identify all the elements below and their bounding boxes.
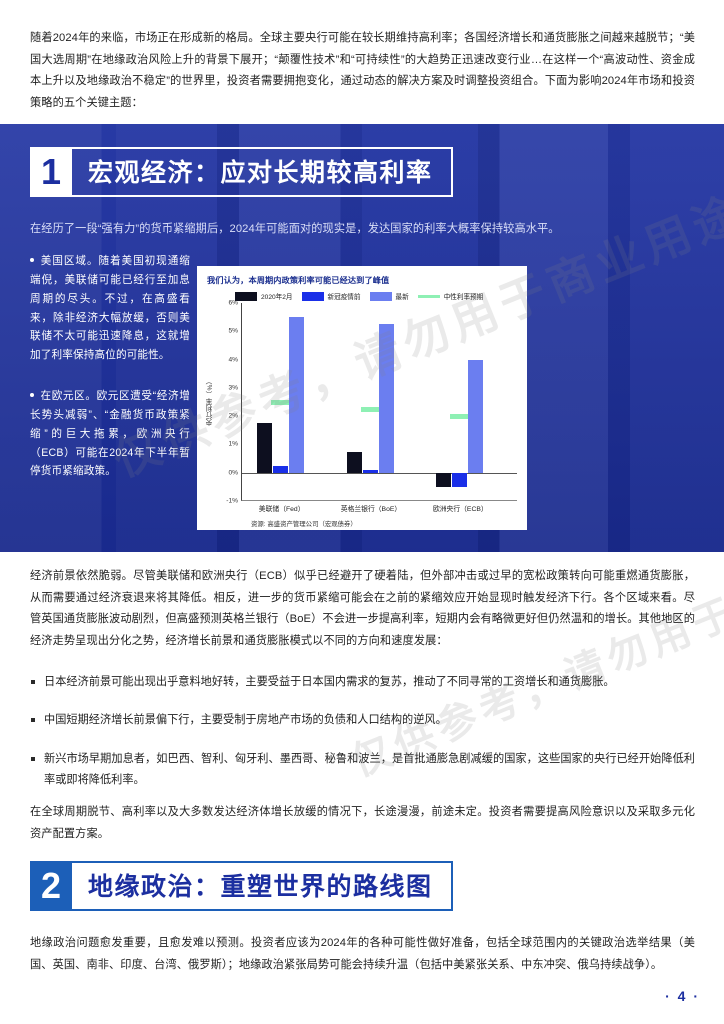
neutral-rate-marker xyxy=(271,399,290,405)
chart-title: 我们认为，本周期内政策利率可能已经达到了峰值 xyxy=(207,276,390,285)
chart-bar xyxy=(346,451,362,473)
section-1-heading: 1 宏观经济：应对长期较高利率 xyxy=(30,147,453,197)
legend-label: 2020年2月 xyxy=(261,294,293,301)
legend-item: 新冠疫情前 xyxy=(301,291,361,301)
chart-x-axis-labels: 美联储（Fed） 英格兰银行（BoE） 欧洲央行（ECB） xyxy=(241,501,517,517)
section-2-title: 地缘政治：重塑世界的路线图 xyxy=(72,861,453,911)
chart-bar xyxy=(435,472,451,487)
section-1-paragraph-2: 在全球周期脱节、高利率以及大多数发达经济体增长放缓的情况下，长途漫漫，前途未定。… xyxy=(30,806,695,840)
neutral-rate-marker xyxy=(449,413,468,419)
y-axis-tick: -1% xyxy=(226,497,238,505)
chart-bar xyxy=(362,469,378,473)
chart-bar xyxy=(451,472,467,487)
legend-swatch xyxy=(301,291,324,301)
chart-bar xyxy=(378,324,394,473)
chart-bar xyxy=(467,359,483,473)
section-1-bullet-list: 日本经济前景可能出现出乎意料地好转，主要受益于日本国内需求的复苏，推动了不同寻常… xyxy=(30,672,695,808)
legend-label: 中性利率预期 xyxy=(443,294,484,301)
legend-swatch xyxy=(369,291,392,301)
chart-bars-canvas xyxy=(241,303,517,501)
chart-y-axis: 6% 5% 4% 3% 2% 1% 0% -1% xyxy=(217,299,241,505)
section-1-paragraph-1: 经济前景依然脆弱。尽管美联储和欧洲央行（ECB）似乎已经避开了硬着陆，但外部冲击… xyxy=(30,570,695,647)
bullet-dot-icon xyxy=(30,258,34,263)
section-1-number: 1 xyxy=(30,147,72,197)
y-axis-tick: 6% xyxy=(228,299,238,307)
section-1-title: 宏观经济：应对长期较高利率 xyxy=(72,147,453,197)
x-axis-tick-label: 美联储（Fed） xyxy=(258,506,305,513)
legend-swatch xyxy=(235,291,257,301)
section-1-lead: 在经历了一段“强有力”的货币紧缩期后，2024年可能面对的现实是，发达国家的利率… xyxy=(30,223,560,235)
y-axis-tick: 0% xyxy=(228,469,238,477)
legend-item: 最新 xyxy=(369,291,409,301)
legend-item: 中性利率预期 xyxy=(417,291,484,301)
bullet-dot-icon xyxy=(30,393,34,398)
legend-label: 最新 xyxy=(395,294,409,301)
neutral-rate-marker xyxy=(360,406,379,412)
side-bullet-text: 在欧元区。欧元区遭受“经济增长势头减弱”、“金融货币政策紧缩”的巨大拖累，欧洲央… xyxy=(30,390,190,478)
x-axis-tick-label: 英格兰银行（BoE） xyxy=(340,506,402,513)
y-axis-tick: 1% xyxy=(228,440,238,448)
chart-bar xyxy=(289,317,305,473)
legend-item: 2020年2月 xyxy=(235,291,293,301)
chart-legend: 2020年2月 新冠疫情前 最新 中性利率预期 xyxy=(235,291,517,301)
central-bank-rates-chart: 我们认为，本周期内政策利率可能已经达到了峰值 2020年2月 新冠疫情前 最新 中性利… xyxy=(197,266,527,530)
list-item: 新兴市场早期加息者，如巴西、智利、匈牙利、墨西哥、秘鲁和波兰，是首批通膨急剧减缓… xyxy=(30,749,695,792)
y-axis-tick: 5% xyxy=(228,327,238,335)
list-item: 日本经济前景可能出现出乎意料地好转，主要受益于日本国内需求的复苏，推动了不同寻常… xyxy=(30,672,695,693)
side-bullet-item: 美国区域。随着美国初现通缩端倪，美联储可能已经行至加息周期的尽头。不过，在高盛看… xyxy=(30,252,190,365)
legend-label: 新冠疫情前 xyxy=(327,294,361,301)
y-axis-tick: 2% xyxy=(228,412,238,420)
intro-paragraph: 随着2024年的来临，市场正在形成新的格局。全球主要央行可能在较长期维持高利率；… xyxy=(30,32,695,109)
section-2-number: 2 xyxy=(30,861,72,911)
y-axis-tick: 3% xyxy=(228,384,238,392)
legend-swatch xyxy=(417,294,440,298)
chart-source: 资源: 高盛资产管理公司（宏观债券） xyxy=(251,521,357,528)
side-bullet-item: 在欧元区。欧元区遭受“经济增长势头减弱”、“金融货币政策紧缩”的巨大拖累，欧洲央… xyxy=(30,387,190,481)
section-1-side-bullets: 美国区域。随着美国初现通缩端倪，美联储可能已经行至加息周期的尽头。不过，在高盛看… xyxy=(30,252,190,495)
section-2-paragraph: 地缘政治问题愈发重要，且愈发难以预测。投资者应该为2024年的各种可能性做好准备… xyxy=(30,937,695,971)
list-item: 中国短期经济增长前景偏下行，主要受制于房地产市场的负债和人口结构的逆风。 xyxy=(30,710,695,731)
chart-bar xyxy=(273,465,289,473)
chart-plot-area: 央行利率（%） 6% 5% 4% 3% 2% 1% 0% -1% xyxy=(205,299,517,505)
section-2-heading: 2 地缘政治：重塑世界的路线图 xyxy=(30,861,453,911)
x-axis-tick-label: 欧洲央行（ECB） xyxy=(432,506,488,513)
zero-line xyxy=(242,472,517,474)
y-axis-tick: 4% xyxy=(228,356,238,364)
page-number: · 4 · xyxy=(665,988,700,1004)
chart-y-axis-label: 央行利率（%） xyxy=(207,377,214,427)
side-bullet-text: 美国区域。随着美国初现通缩端倪，美联储可能已经行至加息周期的尽头。不过，在高盛看… xyxy=(30,255,190,362)
chart-bar xyxy=(257,423,273,473)
